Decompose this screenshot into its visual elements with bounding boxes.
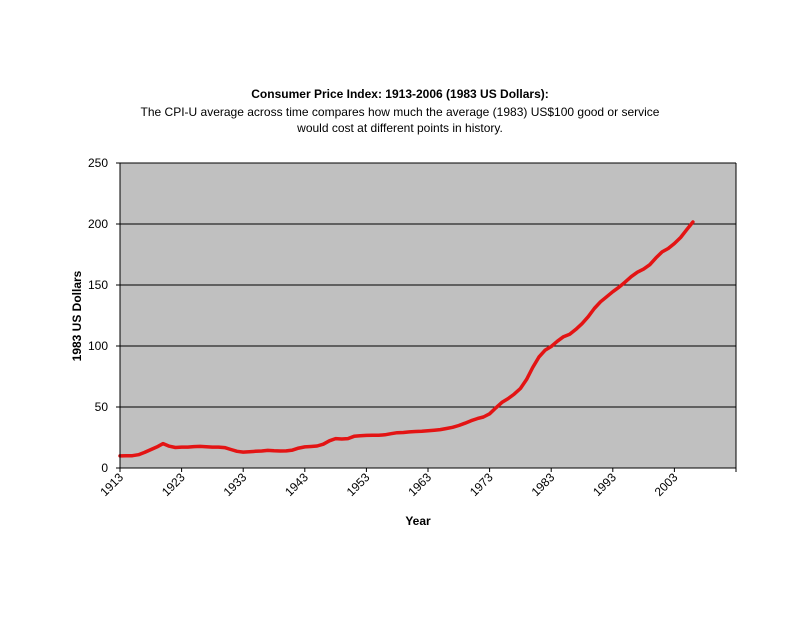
x-tick-label: 1943 [282,470,311,499]
gridlines [120,162,736,408]
chart-subtitle-line-1: The CPI-U average across time compares h… [141,105,660,119]
x-tick-label: 1993 [590,470,619,499]
y-tick-label: 250 [88,156,108,170]
x-tick-label: 2003 [652,470,681,499]
chart-title: Consumer Price Index: 1913-2006 (1983 US… [251,87,548,101]
x-tick-label: 1953 [344,470,373,499]
series-layer [118,220,695,458]
y-tick-label: 150 [88,278,108,292]
x-tick-label: 1983 [529,470,558,499]
x-tick-label: 1963 [405,470,434,499]
y-tick-label: 0 [101,461,108,475]
y-tick-label: 200 [88,217,108,231]
y-tick-label: 100 [88,339,108,353]
x-tick-label: 1923 [159,470,188,499]
x-tick-label: 1973 [467,470,496,499]
y-tick-label: 50 [95,400,109,414]
y-tick-labels: 0 50 100 150 200 250 [88,156,108,475]
y-axis-title: 1983 US Dollars [70,270,84,361]
chart-subtitle-line-2: would cost at different points in histor… [296,121,503,135]
plot-background [120,163,736,468]
series-line [118,220,695,458]
x-tick-label: 1933 [221,470,250,499]
x-axis-title: Year [405,514,431,528]
axes [116,162,737,472]
plot-area [116,162,737,472]
x-tick-labels: 1913 1923 1933 1943 1953 1963 1973 1983 … [97,470,680,499]
